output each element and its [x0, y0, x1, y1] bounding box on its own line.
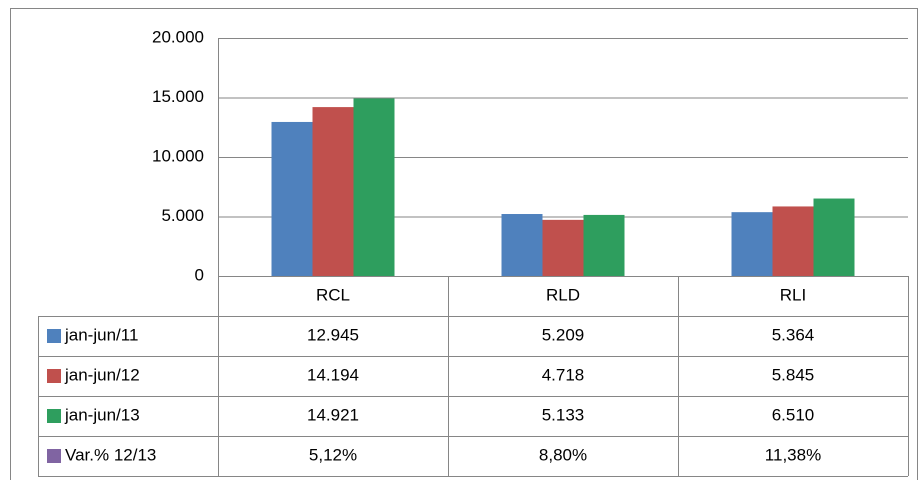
- y-tick-label: 0: [195, 265, 204, 284]
- legend-key: [47, 409, 61, 423]
- table-value: 12.945: [307, 325, 359, 344]
- bar: [542, 219, 584, 276]
- bar: [501, 214, 543, 276]
- bar: [353, 98, 395, 277]
- legend-key: [47, 449, 61, 463]
- legend-label: jan-jun/12: [64, 365, 140, 384]
- table-value: 11,38%: [765, 445, 821, 464]
- legend-key: [47, 369, 61, 383]
- table-value: 5.845: [772, 365, 815, 384]
- table-value: 8,80%: [539, 445, 587, 464]
- y-tick-label: 10.000: [152, 146, 204, 165]
- legend-label: jan-jun/11: [64, 325, 138, 344]
- bar: [813, 198, 855, 276]
- y-tick-label: 15.000: [152, 87, 204, 106]
- table-value: 14.194: [307, 365, 359, 384]
- table-value: 5.133: [542, 405, 585, 424]
- table-value: 5.364: [772, 325, 815, 344]
- bar: [772, 206, 814, 276]
- table-value: 4.718: [542, 365, 585, 384]
- y-tick-label: 5.000: [161, 206, 204, 225]
- bar: [312, 107, 354, 276]
- bar: [271, 121, 313, 276]
- chart-border: [10, 8, 918, 480]
- table-value: 5,12%: [309, 445, 357, 464]
- legend-label: Var.% 12/13: [65, 445, 156, 464]
- legend-label: jan-jun/13: [64, 405, 140, 424]
- x-tick-label: RLD: [546, 285, 580, 304]
- bar: [583, 214, 625, 276]
- x-tick-label: RLI: [780, 285, 806, 304]
- x-tick-label: RCL: [316, 285, 350, 304]
- y-tick-label: 20.000: [152, 27, 204, 46]
- legend-key: [47, 329, 61, 343]
- table-value: 5.209: [542, 325, 585, 344]
- table-value: 14.921: [307, 405, 359, 424]
- table-value: 6.510: [772, 405, 815, 424]
- bar: [731, 212, 773, 276]
